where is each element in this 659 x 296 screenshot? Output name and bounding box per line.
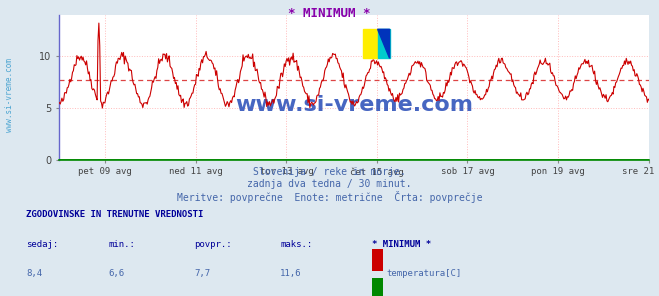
Bar — [378, 29, 389, 58]
Text: 7,7: 7,7 — [194, 269, 210, 278]
Polygon shape — [378, 29, 389, 58]
Text: 6,6: 6,6 — [109, 269, 125, 278]
Text: * MINIMUM *: * MINIMUM * — [288, 7, 371, 20]
Text: zadnja dva tedna / 30 minut.: zadnja dva tedna / 30 minut. — [247, 179, 412, 189]
Text: Slovenija / reke in morje.: Slovenija / reke in morje. — [253, 167, 406, 177]
Text: min.:: min.: — [109, 240, 136, 249]
Text: ZGODOVINSKE IN TRENUTNE VREDNOSTI: ZGODOVINSKE IN TRENUTNE VREDNOSTI — [26, 210, 204, 219]
Text: sedaj:: sedaj: — [26, 240, 59, 249]
Text: 8,4: 8,4 — [26, 269, 42, 278]
Text: * MINIMUM *: * MINIMUM * — [372, 240, 432, 249]
Text: www.si-vreme.com: www.si-vreme.com — [235, 95, 473, 115]
Text: 11,6: 11,6 — [280, 269, 302, 278]
Text: povpr.:: povpr.: — [194, 240, 232, 249]
Bar — [363, 29, 378, 58]
Text: maks.:: maks.: — [280, 240, 312, 249]
Text: Meritve: povprečne  Enote: metrične  Črta: povprečje: Meritve: povprečne Enote: metrične Črta:… — [177, 191, 482, 203]
Text: temperatura[C]: temperatura[C] — [387, 269, 462, 278]
Text: www.si-vreme.com: www.si-vreme.com — [5, 58, 14, 132]
